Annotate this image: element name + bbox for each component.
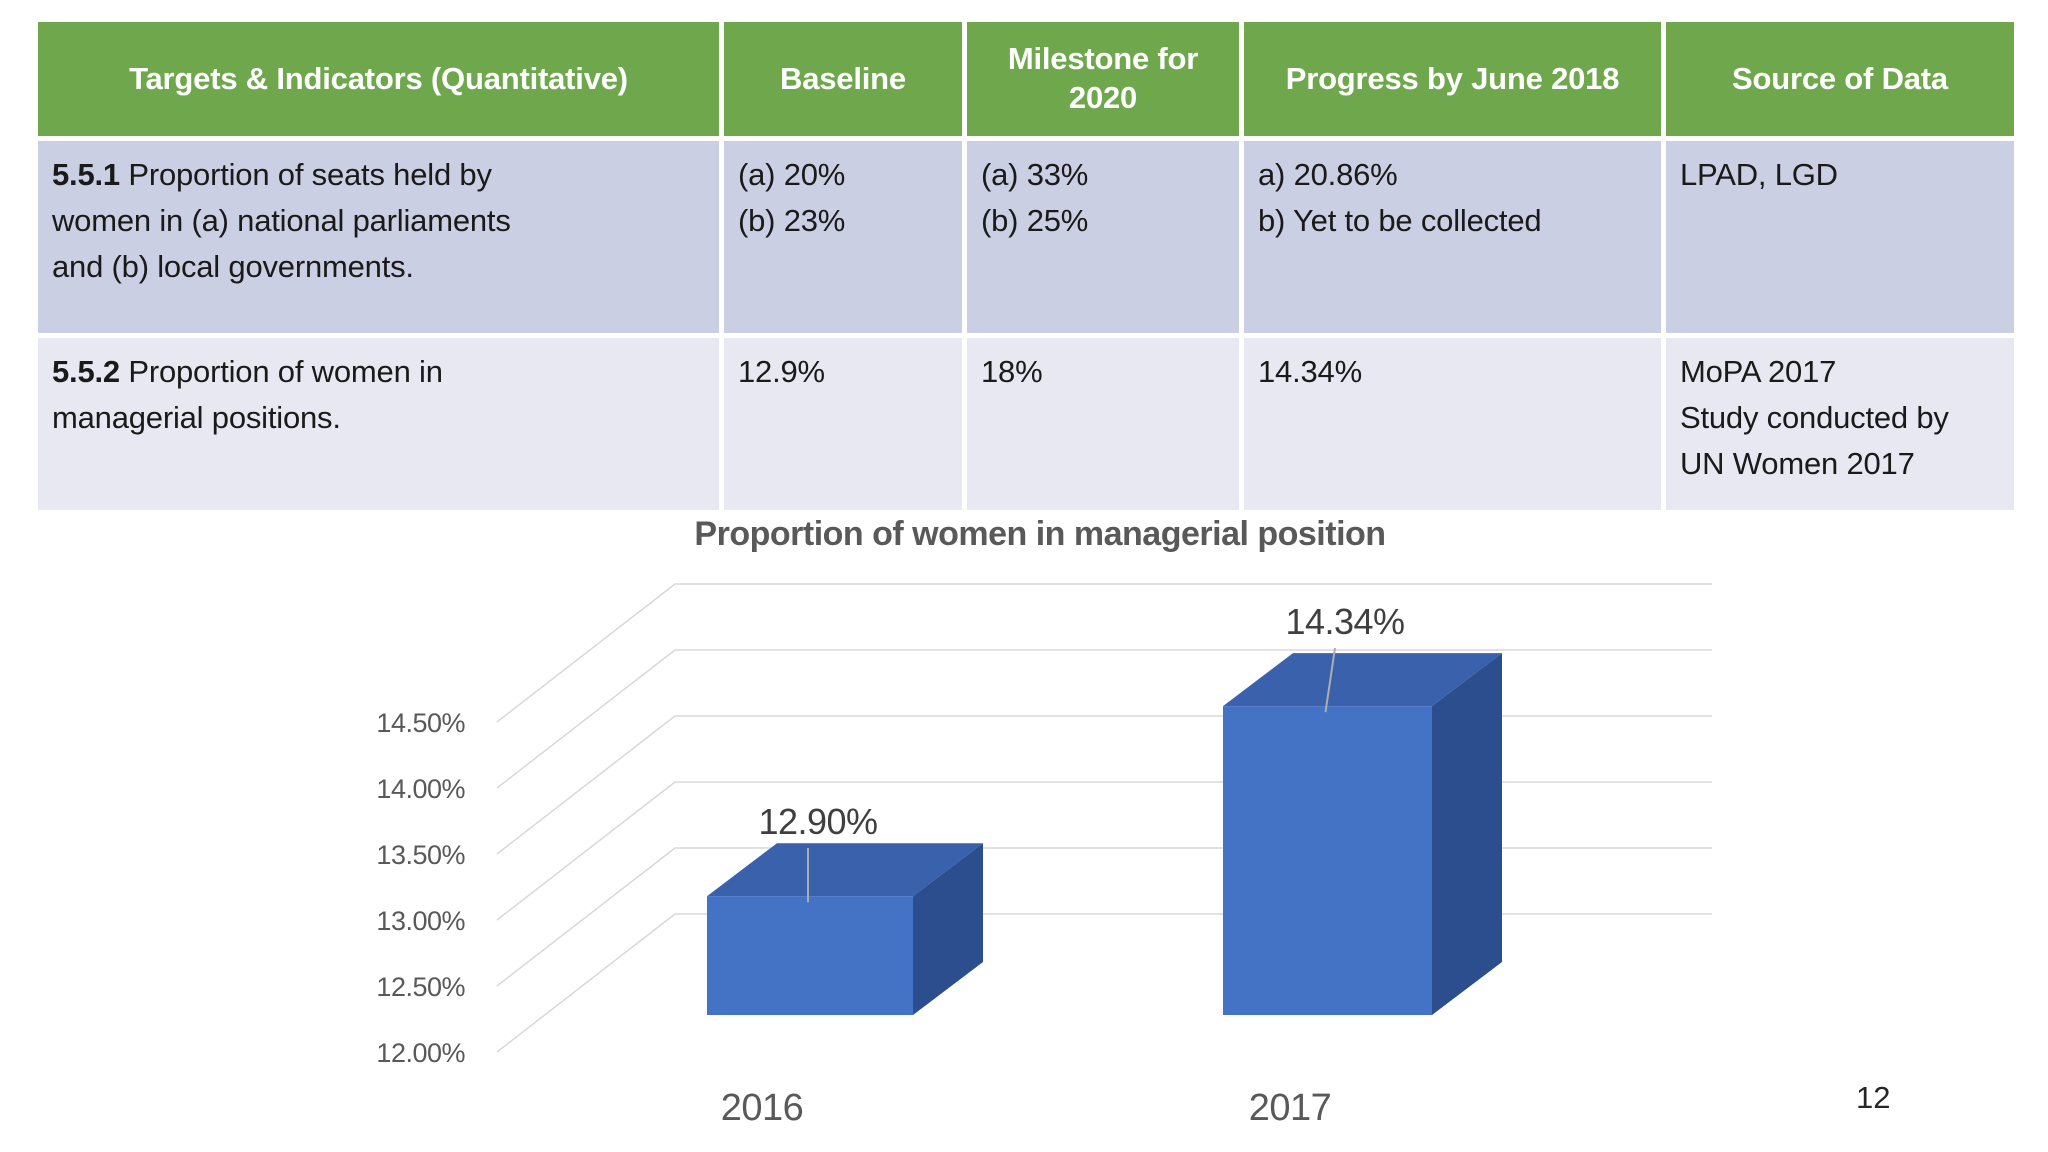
cell-551-baseline: (a) 20% (b) 23% xyxy=(724,141,962,333)
indicator-text: Proportion of women in managerial positi… xyxy=(52,354,443,435)
y-tick-label: 12.50% xyxy=(376,972,465,1002)
data-label: 12.90% xyxy=(758,801,877,842)
bar xyxy=(1223,706,1432,1015)
indicator-number: 5.5.1 xyxy=(52,157,120,192)
cell-552-baseline: 12.9% xyxy=(724,338,962,510)
cell-551-progress: a) 20.86% b) Yet to be collected xyxy=(1244,141,1661,333)
data-label: 14.34% xyxy=(1285,601,1404,642)
cell-552-source: MoPA 2017 Study conducted by UN Women 20… xyxy=(1666,338,2014,510)
indicator-number: 5.5.2 xyxy=(52,354,120,389)
cell-551-indicator: 5.5.1 Proportion of seats held by women … xyxy=(38,141,719,333)
chart-title: Proportion of women in managerial positi… xyxy=(694,515,1385,553)
gridline xyxy=(496,715,1712,855)
y-tick-label: 12.00% xyxy=(376,1038,465,1068)
gridline xyxy=(496,649,1712,789)
gridline xyxy=(496,781,1712,921)
y-tick-label: 14.00% xyxy=(376,774,465,804)
table-row-552: 5.5.2 Proportion of women in managerial … xyxy=(38,338,2014,510)
x-category-label: 2016 xyxy=(721,1087,804,1129)
gridline xyxy=(496,583,1712,723)
cell-552-progress: 14.34% xyxy=(1244,338,1661,510)
cell-551-source: LPAD, LGD xyxy=(1666,141,2014,333)
indicator-text: Proportion of seats held by women in (a)… xyxy=(52,157,511,284)
cell-551-milestone: (a) 33% (b) 25% xyxy=(967,141,1239,333)
indicators-table: Targets & Indicators (Quantitative) Base… xyxy=(33,17,2019,515)
header-cell-baseline: Baseline xyxy=(724,22,962,136)
y-tick-label: 13.00% xyxy=(376,906,465,936)
bar xyxy=(707,896,913,1015)
cell-552-indicator: 5.5.2 Proportion of women in managerial … xyxy=(38,338,719,510)
bar-top-face xyxy=(1223,653,1502,707)
cell-552-milestone: 18% xyxy=(967,338,1239,510)
x-category-label: 2017 xyxy=(1249,1087,1332,1129)
bar-side-face xyxy=(913,843,983,1015)
bar-side-face xyxy=(1432,653,1502,1015)
table-header-row: Targets & Indicators (Quantitative) Base… xyxy=(38,22,2014,136)
header-cell-milestone: Milestone for 2020 xyxy=(967,22,1239,136)
header-cell-source: Source of Data xyxy=(1666,22,2014,136)
page-number: 12 xyxy=(1856,1080,1891,1115)
y-tick-label: 14.50% xyxy=(376,708,465,738)
gridline xyxy=(496,847,1712,987)
bar-top-face xyxy=(707,843,983,897)
table-row-551: 5.5.1 Proportion of seats held by women … xyxy=(38,141,2014,333)
gridline xyxy=(496,913,1712,1053)
leader-line xyxy=(1324,647,1336,713)
y-tick-label: 13.50% xyxy=(376,840,465,870)
header-cell-progress: Progress by June 2018 xyxy=(1244,22,1661,136)
header-cell-targets: Targets & Indicators (Quantitative) xyxy=(38,22,719,136)
